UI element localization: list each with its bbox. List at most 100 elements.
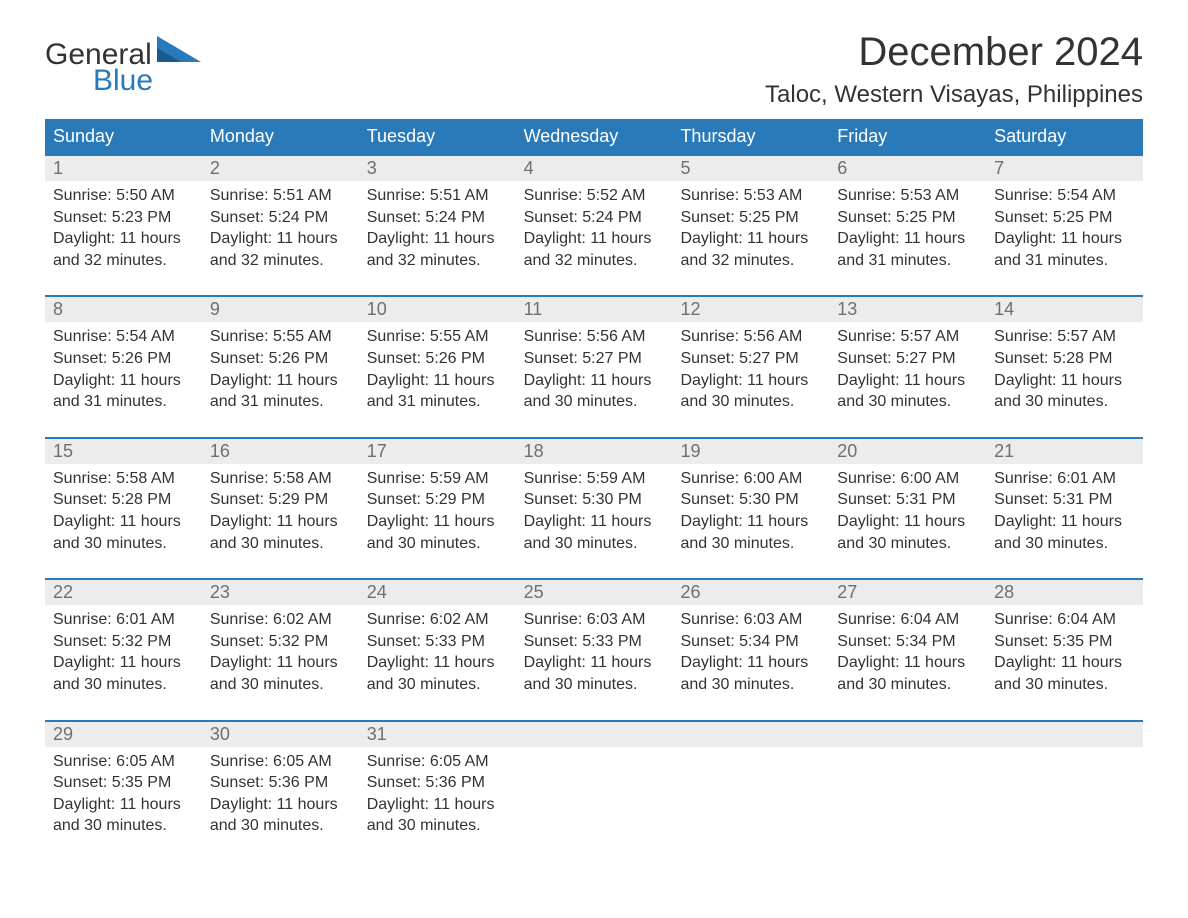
day-body: Sunrise: 6:05 AMSunset: 5:36 PMDaylight:…: [202, 747, 359, 837]
day-cell: 21Sunrise: 6:01 AMSunset: 5:31 PMDayligh…: [986, 439, 1143, 568]
sunset-value: 5:25 PM: [896, 209, 956, 226]
sunset-line: Sunset: 5:33 PM: [524, 631, 665, 653]
logo-text: General Blue: [45, 40, 153, 96]
weekday-header: Wednesday: [516, 119, 673, 154]
sunset-value: 5:34 PM: [896, 633, 956, 650]
day-body: Sunrise: 6:01 AMSunset: 5:32 PMDaylight:…: [45, 605, 202, 695]
weekday-header: Thursday: [672, 119, 829, 154]
daylight-line-1: Daylight: 11 hours: [53, 370, 194, 392]
daylight-hours: 11 hours: [747, 372, 808, 389]
daylight-hours: 11 hours: [1061, 513, 1122, 530]
day-number: 19: [672, 439, 829, 464]
sunrise-label: Sunrise:: [680, 328, 743, 345]
day-body: Sunrise: 5:54 AMSunset: 5:25 PMDaylight:…: [986, 181, 1143, 271]
daylight-line-2: and 30 minutes.: [53, 815, 194, 837]
day-body: Sunrise: 5:50 AMSunset: 5:23 PMDaylight:…: [45, 181, 202, 271]
daylight-hours: 11 hours: [590, 230, 651, 247]
week-row: 29Sunrise: 6:05 AMSunset: 5:35 PMDayligh…: [45, 720, 1143, 851]
sunrise-line: Sunrise: 5:55 AM: [367, 326, 508, 348]
daylight-line-2: and 30 minutes.: [524, 674, 665, 696]
sunrise-label: Sunrise:: [680, 470, 743, 487]
day-number: 2: [202, 156, 359, 181]
sunrise-value: 6:00 AM: [744, 470, 803, 487]
day-body: Sunrise: 6:00 AM Sunset: 5:30 PM Daylight:…: [672, 464, 829, 554]
daylight-label: Daylight:: [680, 230, 747, 247]
sunset-label: Sunset:: [994, 209, 1053, 226]
sunrise-line: Sunrise: 5:59 AM: [524, 468, 665, 490]
daylight-line-1: Daylight: 11 hours: [680, 228, 821, 250]
sunset-value: 5:30 PM: [739, 491, 799, 508]
day-cell: 15Sunrise: 5:58 AMSunset: 5:28 PMDayligh…: [45, 439, 202, 568]
sunset-label: Sunset:: [524, 350, 583, 367]
sunset-line: Sunset: 5:27 PM: [837, 348, 978, 370]
sunrise-value: 5:51 AM: [273, 187, 332, 204]
daylight-hours: 11 hours: [1061, 654, 1122, 671]
sunset-value: 5:28 PM: [1053, 350, 1113, 367]
sunrise-line: Sunrise: 6:03 AM: [524, 609, 665, 631]
day-number: 28: [986, 580, 1143, 605]
daylight-line-1: Daylight: 11 hours: [53, 228, 194, 250]
daylight-line-1: Daylight: 11 hours: [524, 370, 665, 392]
sunrise-line: Sunrise: 6:01 AM: [994, 468, 1135, 490]
day-cell: 16Sunrise: 5:58 AMSunset: 5:29 PMDayligh…: [202, 439, 359, 568]
sunset-label: Sunset:: [367, 491, 426, 508]
sunrise-value: 6:02 AM: [273, 611, 332, 628]
daylight-label: Daylight:: [524, 654, 591, 671]
brand-logo: General Blue: [45, 30, 201, 96]
day-body: Sunrise: 5:56 AMSunset: 5:27 PMDaylight:…: [516, 322, 673, 412]
sunrise-label: Sunrise:: [53, 187, 116, 204]
sunset-value: 5:31 PM: [1053, 491, 1113, 508]
sunrise-value: 6:03 AM: [744, 611, 803, 628]
daylight-line-1: Daylight: 11 hours: [210, 370, 351, 392]
daylight-label: Daylight:: [53, 654, 120, 671]
day-cell: 1Sunrise: 5:50 AMSunset: 5:23 PMDaylight…: [45, 156, 202, 285]
sunrise-line: Sunrise: 5:55 AM: [210, 326, 351, 348]
sunset-value: 5:24 PM: [269, 209, 329, 226]
day-body: Sunrise: 5:51 AMSunset: 5:24 PMDaylight:…: [359, 181, 516, 271]
day-body: Sunrise: 6:03 AMSunset: 5:33 PMDaylight:…: [516, 605, 673, 695]
sunset-line: Sunset: 5:30 PM: [524, 489, 665, 511]
daylight-line-2: and 32 minutes.: [367, 250, 508, 272]
weekday-header: Saturday: [986, 119, 1143, 154]
day-cell: 14Sunrise: 5:57 AMSunset: 5:28 PMDayligh…: [986, 297, 1143, 426]
daylight-line-1: Daylight: 11 hours: [524, 228, 665, 250]
daylight-hours: 11 hours: [277, 372, 338, 389]
sunrise-label: Sunrise:: [210, 328, 273, 345]
daylight-line-1: Daylight: 11 hours: [994, 228, 1135, 250]
sunset-line: Sunset: 5:36 PM: [367, 772, 508, 794]
day-number: 12: [672, 297, 829, 322]
sunset-value: 5:26 PM: [425, 350, 485, 367]
sunset-line: Sunset: 5:27 PM: [680, 348, 821, 370]
day-body: Sunrise: 5:56 AMSunset: 5:27 PMDaylight:…: [672, 322, 829, 412]
sunset-label: Sunset:: [367, 633, 426, 650]
sunrise-line: Sunrise: 5:56 AM: [680, 326, 821, 348]
daylight-label: Daylight:: [524, 230, 591, 247]
day-number: 3: [359, 156, 516, 181]
sunset-value: 5:34 PM: [739, 633, 799, 650]
sunset-value: 5:25 PM: [739, 209, 799, 226]
daylight-line-2: and 30 minutes.: [367, 815, 508, 837]
sunset-label: Sunset:: [524, 633, 583, 650]
week-row: 22Sunrise: 6:01 AMSunset: 5:32 PMDayligh…: [45, 578, 1143, 709]
sunrise-line: Sunrise: 6:03 AM: [680, 609, 821, 631]
day-number: 22: [45, 580, 202, 605]
sunrise-line: Sunrise: 6:05 AM: [53, 751, 194, 773]
sunset-label: Sunset:: [524, 209, 583, 226]
weekday-header: Sunday: [45, 119, 202, 154]
day-body: Sunrise: 6:02 AMSunset: 5:33 PMDaylight:…: [359, 605, 516, 695]
daylight-line-1: Daylight: 11 hours: [680, 511, 821, 533]
day-number: 10: [359, 297, 516, 322]
daylight-hours: 11 hours: [904, 654, 965, 671]
day-body: Sunrise: 5:55 AMSunset: 5:26 PMDaylight:…: [359, 322, 516, 412]
daylight-line-2: and 30 minutes.: [837, 674, 978, 696]
daylight-label: Daylight:: [524, 513, 591, 530]
daylight-hours: 11 hours: [904, 372, 965, 389]
sunset-value: 5:29 PM: [269, 491, 329, 508]
top-row: General Blue December 2024 Taloc, Wester…: [45, 30, 1143, 119]
sunset-label: Sunset:: [680, 491, 739, 508]
sunrise-label: Sunrise:: [524, 470, 587, 487]
daylight-hours: 11 hours: [433, 654, 494, 671]
daylight-line-1: Daylight: 11 hours: [837, 652, 978, 674]
day-number: 14: [986, 297, 1143, 322]
sunrise-label: Sunrise:: [210, 753, 273, 770]
